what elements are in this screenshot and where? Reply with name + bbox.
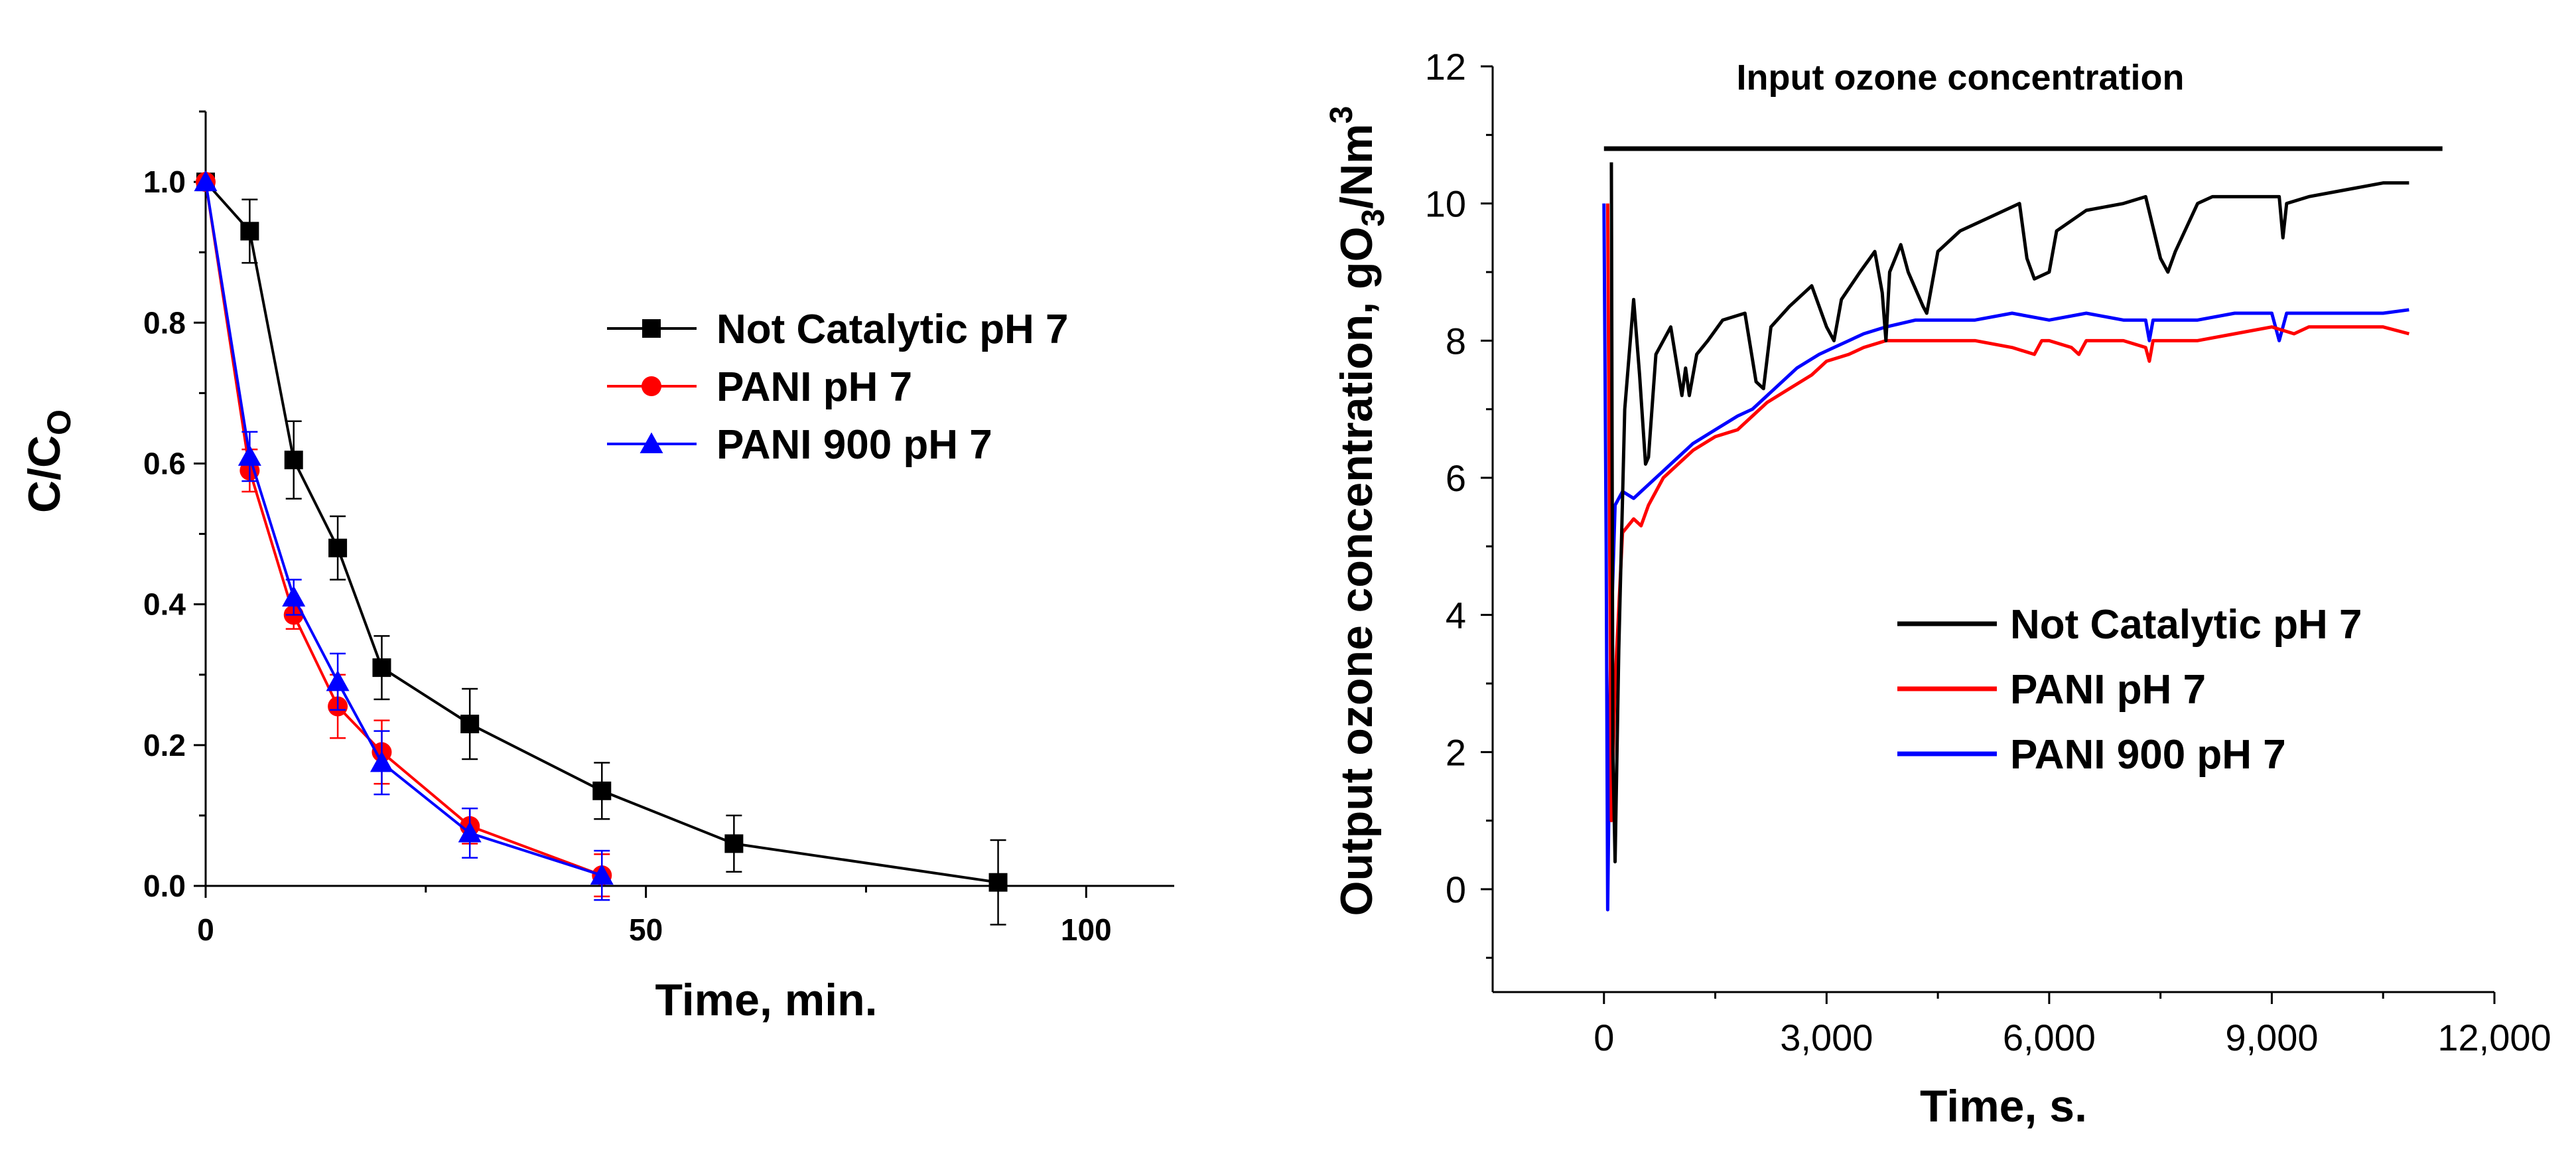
left-legend-marker <box>640 432 663 453</box>
right-chart-series <box>1602 146 2443 912</box>
right-legend-label: PANI pH 7 <box>2010 667 2206 713</box>
left-data-point <box>370 751 393 772</box>
right-y-axis-title-part2: /Nm <box>1331 123 1382 208</box>
left-data-point <box>592 781 612 800</box>
right-y-axis-title: Output ozone concentration, gO3/Nm3 <box>1324 106 1391 916</box>
right-x-tick-label: 6,000 <box>2003 1017 2096 1058</box>
right-y-tick-label: 12 <box>1425 46 1466 88</box>
left-x-axis-title: Time, min. <box>655 975 877 1025</box>
left-x-tick-label: 50 <box>629 912 663 947</box>
right-series-line-2 <box>1605 203 2410 823</box>
right-x-tick-label: 3,000 <box>1780 1017 1873 1058</box>
left-data-point <box>590 863 614 885</box>
left-chart: 0 50 100 0.0 0.2 0.4 0.6 0.8 1.0 Time, min. C/CO… <box>19 110 1174 1025</box>
right-series-line-1 <box>1609 162 2409 864</box>
left-data-point <box>372 658 391 678</box>
left-data-point <box>458 821 482 843</box>
right-y-axis-title-part1: Output ozone concentration, gO <box>1331 227 1382 916</box>
right-x-axis-title: Time, s. <box>1920 1081 2087 1131</box>
right-y-tick-label: 8 <box>1446 320 1466 362</box>
left-data-point <box>326 670 350 691</box>
left-data-point <box>328 538 348 557</box>
left-y-tick-label: 1.0 <box>143 165 186 199</box>
left-data-point <box>988 873 1008 892</box>
left-chart-axes: 0 50 100 0.0 0.2 0.4 0.6 0.8 1.0 <box>143 110 1174 947</box>
left-x-tick-label: 0 <box>197 912 214 947</box>
right-legend-label: Not Catalytic pH 7 <box>2010 602 2362 648</box>
left-data-point <box>282 585 306 607</box>
left-y-axis-title-subscript: O <box>40 409 78 435</box>
right-x-tick-label: 9,000 <box>2225 1017 2318 1058</box>
left-series-0 <box>196 173 1008 926</box>
right-chart-axes: 0 3,000 6,000 9,000 12,000 0 2 4 6 8 10 12 <box>1425 46 2551 1058</box>
right-annotation-input-ozone: Input ozone concentration <box>1737 58 2185 98</box>
right-y-tick-label: 10 <box>1425 183 1466 225</box>
left-legend-label: Not Catalytic pH 7 <box>716 307 1069 352</box>
left-data-point <box>460 714 480 733</box>
right-y-tick-label: 0 <box>1446 869 1466 910</box>
right-y-tick-label: 2 <box>1446 731 1466 773</box>
right-x-tick-label: 12,000 <box>2437 1017 2551 1058</box>
left-legend-marker <box>642 319 661 338</box>
left-x-tick-label: 100 <box>1061 912 1112 947</box>
right-x-tick-label: 0 <box>1593 1017 1614 1058</box>
left-data-point <box>240 222 259 241</box>
right-chart: 0 3,000 6,000 9,000 12,000 0 2 4 6 8 10 12 Input oz… <box>1324 46 2551 1131</box>
left-y-tick-label: 0.2 <box>143 728 186 762</box>
left-y-tick-label: 0.6 <box>143 446 186 480</box>
left-legend-label: PANI pH 7 <box>716 364 912 410</box>
right-y-axis-title-sup2: 3 <box>1324 106 1359 124</box>
right-y-axis-title-sub1: 3 <box>1356 209 1391 227</box>
left-legend-label: PANI 900 pH 7 <box>716 422 992 468</box>
left-y-tick-label: 0.4 <box>143 587 186 622</box>
left-y-tick-label: 0.0 <box>143 869 186 903</box>
left-series-2 <box>194 170 614 901</box>
right-y-tick-label: 4 <box>1446 595 1466 636</box>
left-chart-series <box>194 170 1008 926</box>
left-y-tick-label: 0.8 <box>143 305 186 340</box>
left-y-axis-title-main: C/C <box>19 435 70 513</box>
left-data-point <box>194 170 218 192</box>
left-data-point <box>237 445 261 466</box>
left-chart-legend: Not Catalytic pH 7 PANI pH 7 PANI 900 pH 7 <box>607 307 1069 468</box>
right-y-tick-label: 6 <box>1446 457 1466 499</box>
right-legend-label: PANI 900 pH 7 <box>2010 732 2286 778</box>
right-chart-legend: Not Catalytic pH 7 PANI pH 7 PANI 900 pH 7 <box>1897 602 2362 778</box>
left-data-point <box>724 834 744 853</box>
left-legend-marker <box>642 376 661 396</box>
left-y-axis-title: C/CO <box>19 409 78 513</box>
right-series-line-3 <box>1602 203 2409 912</box>
left-data-point <box>284 451 303 470</box>
